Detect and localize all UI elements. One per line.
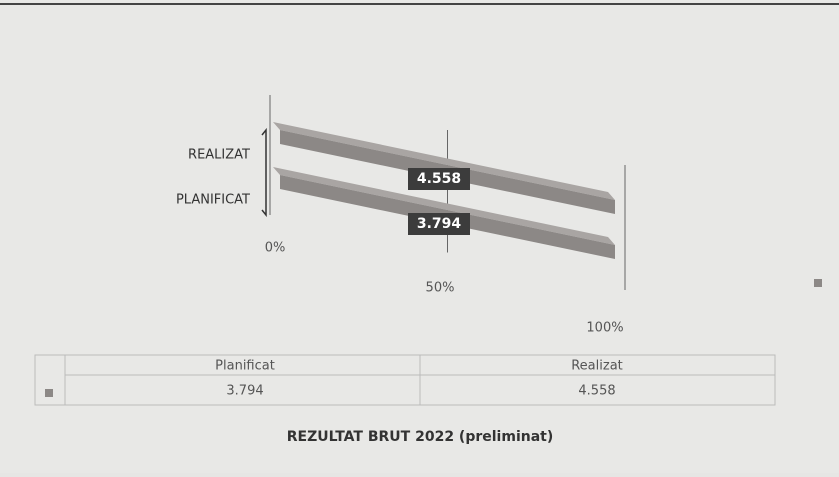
bar-top — [273, 167, 615, 245]
data-label: 4.558 — [417, 171, 461, 187]
legend-key — [814, 279, 822, 287]
x-tick-label: 50% — [426, 281, 455, 296]
y-tick-label: PLANIFICAT — [176, 193, 250, 208]
bar-top — [273, 122, 615, 200]
data-label: 3.794 — [417, 216, 462, 232]
table-header: Planificat — [215, 359, 275, 374]
x-tick-label: 0% — [265, 241, 286, 256]
data-label-box — [408, 213, 470, 235]
chart-title: REZULTAT BRUT 2022 (preliminat) — [287, 429, 554, 445]
table-header: Realizat — [571, 359, 623, 374]
table-legend-key — [45, 389, 53, 397]
table-cell: 4.558 — [578, 384, 615, 399]
data-label-box — [408, 168, 470, 190]
y-tick-label: REALIZAT — [188, 148, 250, 163]
data-table — [34, 354, 776, 406]
x-tick-label: 100% — [586, 321, 623, 336]
table-cell: 3.794 — [226, 384, 263, 399]
axis-bracket — [261, 127, 267, 218]
